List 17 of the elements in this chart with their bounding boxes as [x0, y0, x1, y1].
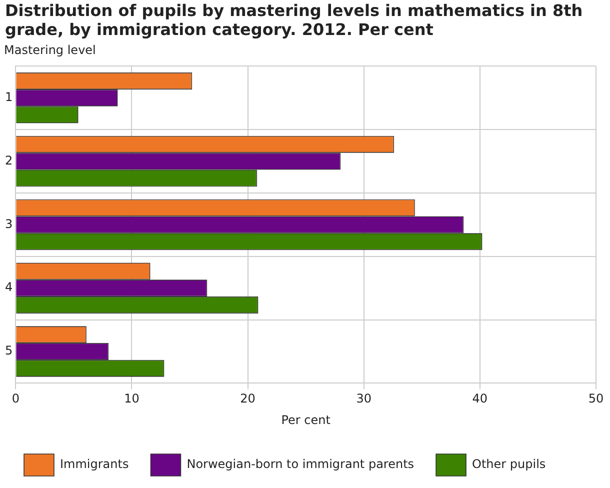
- legend-label: Immigrants: [60, 457, 129, 472]
- y-tick-label: 1: [4, 90, 13, 104]
- x-tick-label: 0: [12, 392, 20, 406]
- x-tick-label: 10: [124, 392, 140, 406]
- x-tick-label: 50: [588, 392, 604, 406]
- chart-title: Distribution of pupils by mastering levels in mathematics in 8th grade, by immigration category. 2012. Per cent: [5, 1, 584, 39]
- y-tick-label: 5: [4, 344, 13, 358]
- x-tick-label: 40: [472, 392, 488, 406]
- x-tick-label: 30: [356, 392, 372, 406]
- x-tick-label: 20: [240, 392, 256, 406]
- legend-label: Norwegian-born to immigrant parents: [186, 457, 414, 472]
- y-tick-label: 4: [4, 280, 13, 294]
- y-axis-title: Mastering level: [4, 43, 96, 57]
- x-axis-title: Per cent: [281, 412, 331, 427]
- y-tick-label: 2: [4, 153, 13, 168]
- y-tick-label: 3: [4, 216, 13, 231]
- legend-label: Other pupils: [472, 457, 546, 472]
